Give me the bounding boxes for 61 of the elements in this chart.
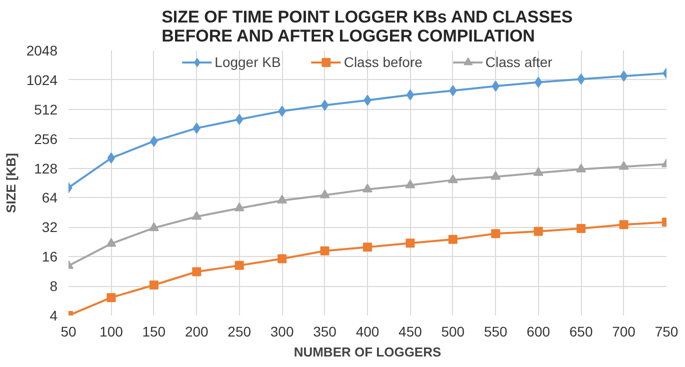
y-axis-title: SIZE [KB] — [3, 153, 18, 213]
y-tick-label: 512 — [34, 101, 58, 118]
point — [405, 179, 416, 188]
x-tick-label: 700 — [612, 324, 636, 340]
y-tick-label: 128 — [34, 160, 58, 176]
y-tick-label: 16 — [42, 248, 58, 265]
x-tick-label: 200 — [184, 324, 209, 340]
point — [106, 293, 116, 302]
x-tick-label: 550 — [484, 324, 508, 340]
point — [576, 164, 586, 172]
x-tick-label: 400 — [356, 324, 380, 340]
point — [148, 222, 159, 232]
x-tick-label: 150 — [142, 324, 166, 340]
x-tick-label: 750 — [654, 324, 678, 340]
point — [149, 280, 158, 290]
point — [533, 167, 544, 176]
point — [320, 100, 329, 111]
legend-label: Class after — [485, 54, 552, 70]
point — [406, 238, 415, 248]
y-tick-label: 1024 — [26, 72, 58, 88]
point — [234, 260, 244, 270]
point — [406, 89, 414, 100]
x-tick-label: 250 — [228, 324, 252, 340]
point — [192, 267, 202, 276]
legend-label: Class before — [344, 54, 422, 70]
x-tick-label: 450 — [398, 324, 422, 340]
x-axis-title: NUMBER OF LOGGERS — [294, 344, 442, 360]
y-tick-label: 32 — [42, 219, 58, 236]
point — [448, 234, 458, 244]
x-tick-label: 350 — [313, 324, 337, 340]
point — [277, 194, 288, 204]
point — [534, 226, 543, 236]
x-tick-label: 50 — [60, 324, 76, 340]
point — [448, 174, 458, 184]
x-tick-label: 300 — [270, 324, 294, 340]
x-tick-label: 600 — [526, 324, 550, 340]
point — [320, 189, 330, 198]
point — [491, 229, 500, 238]
point — [107, 152, 116, 164]
point — [106, 238, 116, 247]
point — [234, 202, 244, 212]
x-tick-label: 500 — [441, 324, 465, 340]
y-tick-label: 8 — [50, 278, 58, 294]
point — [490, 170, 501, 180]
point — [363, 242, 372, 252]
x-tick-label: 650 — [569, 324, 593, 340]
point — [320, 246, 330, 256]
y-tick-label: 256 — [34, 130, 58, 147]
point — [192, 210, 202, 220]
y-tick-label: 4 — [50, 308, 58, 324]
x-tick-label: 100 — [100, 324, 124, 340]
point — [576, 224, 586, 234]
y-tick-label: 64 — [42, 190, 58, 206]
legend-label: Logger KB — [214, 54, 281, 70]
point — [278, 254, 287, 264]
point — [620, 70, 628, 82]
y-tick-label: 2048 — [26, 42, 58, 58]
chart-title: SIZE OF TIME POINT LOGGER KBs AND CLASSES BEFORE AND AFTER LOGGER COMPILATION — [162, 8, 573, 46]
point — [618, 160, 629, 170]
point — [619, 220, 628, 230]
point — [362, 184, 372, 192]
